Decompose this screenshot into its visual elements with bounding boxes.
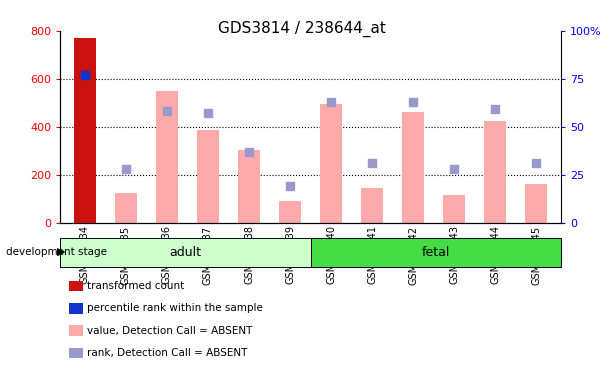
Text: fetal: fetal bbox=[421, 246, 450, 259]
Point bbox=[244, 149, 254, 155]
Text: ▶: ▶ bbox=[57, 247, 66, 257]
Point bbox=[326, 99, 336, 105]
Bar bbox=[197, 130, 219, 223]
Bar bbox=[525, 184, 548, 223]
Bar bbox=[74, 38, 96, 223]
Text: transformed count: transformed count bbox=[87, 281, 185, 291]
Point bbox=[162, 108, 172, 114]
Bar bbox=[443, 195, 466, 223]
Point bbox=[531, 160, 541, 166]
Bar bbox=[311, 238, 561, 267]
Point bbox=[203, 110, 213, 116]
Point bbox=[80, 72, 90, 78]
Point bbox=[449, 166, 459, 172]
Bar bbox=[279, 201, 302, 223]
Point bbox=[408, 99, 418, 105]
Text: GDS3814 / 238644_at: GDS3814 / 238644_at bbox=[218, 21, 385, 37]
Bar bbox=[320, 104, 343, 223]
Point bbox=[367, 160, 377, 166]
Bar bbox=[402, 113, 425, 223]
Bar bbox=[238, 149, 260, 223]
Bar bbox=[115, 193, 137, 223]
Text: adult: adult bbox=[169, 246, 201, 259]
Bar bbox=[156, 91, 178, 223]
Point bbox=[121, 166, 131, 172]
Bar bbox=[361, 188, 384, 223]
Point bbox=[490, 106, 500, 113]
Point bbox=[285, 183, 295, 189]
Text: value, Detection Call = ABSENT: value, Detection Call = ABSENT bbox=[87, 326, 253, 336]
Text: rank, Detection Call = ABSENT: rank, Detection Call = ABSENT bbox=[87, 348, 248, 358]
Text: percentile rank within the sample: percentile rank within the sample bbox=[87, 303, 264, 313]
Text: development stage: development stage bbox=[6, 247, 107, 257]
Bar bbox=[60, 238, 311, 267]
Bar bbox=[484, 121, 507, 223]
